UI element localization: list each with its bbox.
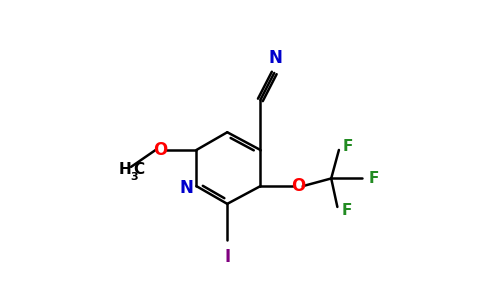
Text: O: O	[291, 177, 305, 195]
Text: F: F	[343, 139, 353, 154]
Text: I: I	[224, 248, 230, 266]
Text: 3: 3	[130, 172, 138, 182]
Text: N: N	[269, 49, 283, 67]
Text: O: O	[153, 141, 167, 159]
Text: F: F	[341, 203, 351, 218]
Text: H: H	[118, 162, 131, 177]
Text: C: C	[133, 162, 144, 177]
Text: F: F	[368, 171, 378, 186]
Text: N: N	[180, 179, 194, 197]
